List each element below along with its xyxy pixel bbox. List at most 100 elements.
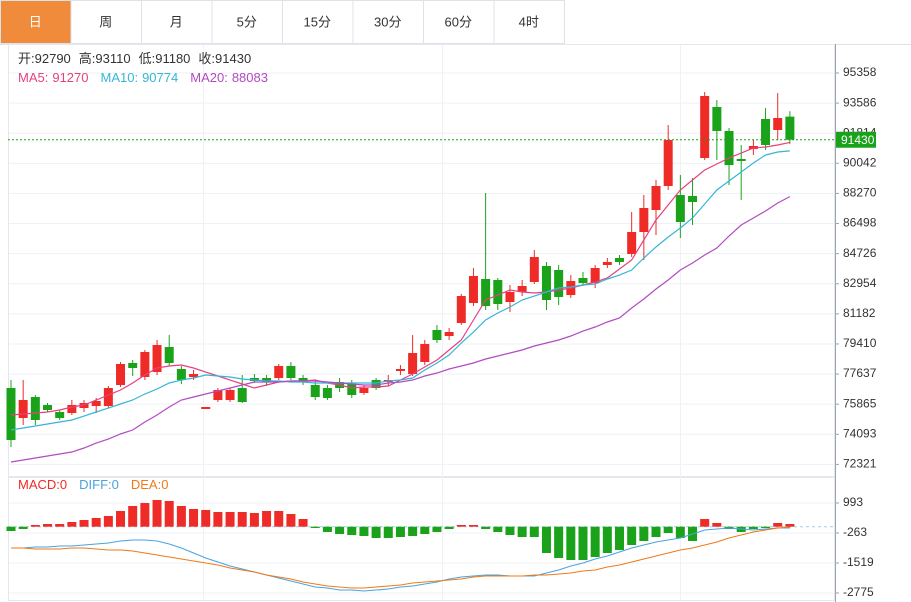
macd-bar <box>663 526 673 534</box>
legend-value: 0 <box>60 477 67 492</box>
candle <box>298 374 308 386</box>
legend-name: DIFF: <box>79 477 112 492</box>
macd-bar <box>468 525 478 527</box>
candle-body <box>493 280 503 305</box>
macd-bar <box>116 511 126 527</box>
candle-body <box>6 388 16 440</box>
legend-value: 90774 <box>142 70 178 85</box>
macd-bar <box>785 524 795 527</box>
current-price-label: 91430 <box>841 133 875 147</box>
candle-body <box>541 266 551 301</box>
macd-bar <box>176 505 186 527</box>
legend-name: MA20: <box>190 70 228 85</box>
candle <box>152 339 162 375</box>
tab-label[interactable]: 日 <box>29 14 42 29</box>
candle-body <box>43 404 53 411</box>
tab-box[interactable] <box>70 0 142 44</box>
macd-legend: MACD:0 DIFF:0 DEA:0 <box>18 477 168 492</box>
legend-name: MA10: <box>101 70 139 85</box>
macd-frame <box>8 477 835 601</box>
tab-box[interactable] <box>282 0 354 44</box>
legend-name: DEA: <box>131 477 161 492</box>
candle <box>712 99 722 160</box>
candle-body <box>140 352 150 378</box>
candle-body <box>201 407 211 410</box>
candle <box>371 378 381 390</box>
tab[interactable]: 30分 <box>352 0 424 44</box>
candle <box>420 339 430 366</box>
candle-body <box>152 345 162 373</box>
macd-bar <box>395 526 405 537</box>
candle <box>128 360 138 376</box>
macd-bar <box>322 526 332 533</box>
candle <box>237 374 247 404</box>
tab-label[interactable]: 15分 <box>304 14 331 29</box>
candle <box>639 194 649 261</box>
candle-body <box>286 365 296 379</box>
candle-body <box>602 261 612 266</box>
candle-body <box>395 368 405 372</box>
macd-bar <box>262 511 272 527</box>
tab-box[interactable] <box>141 0 213 44</box>
candle <box>201 407 211 410</box>
candle-body <box>736 159 746 161</box>
tab-bar: 日 周 月 5分 15分 30分 60分 4时 <box>0 0 565 44</box>
tab[interactable]: 月 <box>141 0 213 44</box>
tab-label[interactable]: 月 <box>170 14 183 29</box>
tab-label[interactable]: 60分 <box>445 14 472 29</box>
candle <box>164 335 174 366</box>
macd-bar <box>6 526 16 531</box>
tab-box[interactable] <box>352 0 424 44</box>
legend-value: 91270 <box>52 70 88 85</box>
legend-name: MACD: <box>18 477 60 492</box>
macd-bar <box>420 526 430 535</box>
candle <box>103 386 113 409</box>
y-tick-label: 82954 <box>843 276 877 290</box>
candle <box>213 388 223 403</box>
candle-body <box>578 278 588 283</box>
tab-box[interactable] <box>0 0 72 44</box>
tab[interactable]: 日 <box>0 0 72 44</box>
candle-body <box>18 400 28 419</box>
macd-bar <box>67 521 77 527</box>
tab[interactable]: 周 <box>70 0 142 44</box>
macd-bar <box>761 526 771 528</box>
candle-body <box>456 296 466 324</box>
tab[interactable]: 15分 <box>282 0 354 44</box>
macd-bar <box>566 526 576 560</box>
candle <box>651 180 661 235</box>
tab[interactable]: 4时 <box>493 0 565 44</box>
candle-body <box>663 139 673 187</box>
candle-body <box>310 385 320 398</box>
ohlc-name: 收: <box>198 51 215 66</box>
macd-bar <box>249 512 259 527</box>
candle <box>274 364 284 381</box>
y-tick-label: 79410 <box>843 336 877 350</box>
tab[interactable]: 5分 <box>211 0 283 44</box>
ohlc-legend: 开:92790 高:93110 低:91180 收:91430 <box>18 51 251 66</box>
macd-line <box>11 527 790 592</box>
tab-box[interactable] <box>493 0 565 44</box>
candle-body <box>639 208 649 232</box>
macd-bar <box>383 526 393 538</box>
tab-label[interactable]: 4时 <box>519 14 539 29</box>
tab-label[interactable]: 周 <box>99 14 112 29</box>
candle-body <box>237 388 247 403</box>
tab-box[interactable] <box>211 0 283 44</box>
candle-body <box>554 269 564 298</box>
candle-body <box>420 344 430 362</box>
y-tick-label: 993 <box>843 495 863 509</box>
candle <box>55 410 65 421</box>
tab-label[interactable]: 5分 <box>237 14 257 29</box>
candle-body <box>517 286 527 293</box>
candle <box>529 250 539 284</box>
macd-bar <box>651 526 661 537</box>
candle <box>322 385 332 401</box>
tab[interactable]: 60分 <box>423 0 495 44</box>
macd-bar <box>298 519 308 527</box>
y-tick-label: -1519 <box>843 555 874 569</box>
candle-body <box>55 411 65 419</box>
macd-bar <box>444 526 454 529</box>
tab-label[interactable]: 30分 <box>374 14 401 29</box>
candle <box>761 108 771 150</box>
